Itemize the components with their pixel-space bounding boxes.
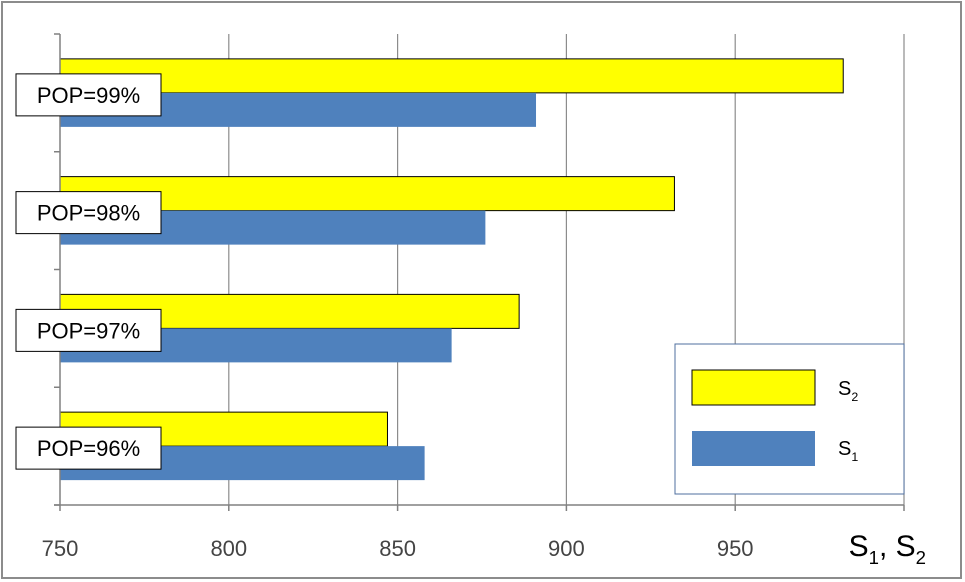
legend-label-s1: S1 [838, 438, 858, 464]
bar-s2 [59, 176, 675, 212]
category-label: POP=99% [37, 83, 140, 108]
x-tick-label: 750 [42, 536, 79, 561]
legend-label-s2: S2 [838, 378, 858, 404]
x-axis-title-part1: S [849, 530, 869, 563]
x-axis-title-part2: S [896, 530, 916, 563]
bar-s2 [59, 58, 844, 94]
x-tick-label: 850 [379, 536, 416, 561]
legend: S2 S1 [674, 343, 905, 495]
legend-label-s1-sub: 1 [851, 450, 858, 464]
legend-swatch-s2 [691, 369, 816, 406]
x-tick-labels: 750 800 850 900 950 [42, 536, 754, 561]
legend-label-s2-sub: 2 [851, 390, 858, 404]
category-label: POP=96% [37, 436, 140, 461]
category-label-box [15, 73, 162, 117]
legend-box [674, 343, 905, 495]
legend-label-s2-base: S [838, 378, 851, 400]
x-tick-label: 800 [210, 536, 247, 561]
legend-swatch-s1 [692, 431, 815, 466]
x-axis-title-sub1: 1 [869, 547, 879, 568]
category-label-box [15, 426, 162, 470]
x-tick-label: 900 [548, 536, 585, 561]
x-axis-title-sep: , [879, 530, 896, 563]
x-tick-label: 950 [717, 536, 754, 561]
category-label: POP=97% [37, 318, 140, 343]
category-label-box [15, 308, 162, 352]
x-axis-title-sub2: 2 [916, 547, 926, 568]
category-labels: POP=99% POP=98% POP=97% POP=96% [15, 73, 162, 470]
category-label: POP=98% [37, 201, 140, 226]
category-label-box [15, 191, 162, 235]
legend-label-s1-base: S [838, 438, 851, 460]
x-axis-title: S1, S2 [849, 530, 926, 568]
